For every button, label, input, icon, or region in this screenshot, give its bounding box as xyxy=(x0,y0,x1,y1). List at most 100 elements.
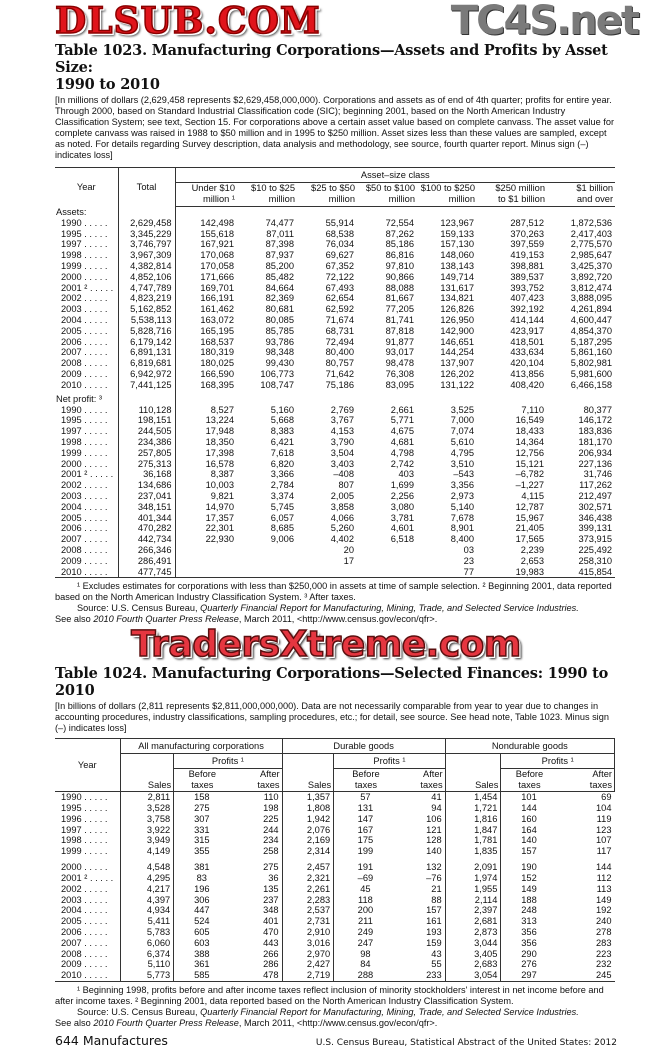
section-label: Net profit: ³ xyxy=(55,390,119,405)
value-cell: 9,006 xyxy=(270,534,294,545)
table-row: 2001 ²4,295 83 362,321 –69 –761,974 152 112 xyxy=(55,873,615,884)
value-cell: 3,528 xyxy=(120,803,175,814)
value-cell: 159,133 xyxy=(440,228,474,239)
value-cell: 69 xyxy=(601,792,612,803)
value-cell: 157 xyxy=(397,905,446,917)
value-cell: 22,930 xyxy=(205,534,234,545)
value-cell: 4,600,447 xyxy=(570,314,613,325)
value-cell: 1,781 xyxy=(445,835,502,847)
value-cell: 2,681 xyxy=(445,916,502,928)
value-cell: 2,775,570 xyxy=(570,239,613,250)
page-number-section: 644 Manufactures xyxy=(55,1033,168,1049)
value-cell: 356 xyxy=(521,927,537,938)
year-cell: 2008 xyxy=(55,544,119,556)
year-cell: 2009 xyxy=(55,959,121,971)
value-cell: 3,525 xyxy=(450,404,474,415)
table-row: 1998234,386 18,350 6,421 3,790 4,681 5,610 14,… xyxy=(55,436,615,448)
value-cell: 160 xyxy=(521,813,537,824)
value-cell: 119 xyxy=(596,813,612,824)
value-cell: 211 xyxy=(358,916,373,927)
value-cell: 188 xyxy=(521,894,537,905)
value-cell: 2,873 xyxy=(445,927,502,938)
value-cell: 171,666 xyxy=(200,271,234,282)
table-row: 19983,967,309 170,068 87,937 69,627 86,816 14… xyxy=(55,250,615,261)
see-also-link[interactable]: , March 2011, <http://www.census.gov/eco… xyxy=(238,1018,438,1029)
value-cell: 2,719 xyxy=(282,970,335,982)
source: Source: U.S. Census Bureau, Quarterly Fi… xyxy=(55,603,617,614)
header-asset-class: $1 billion and over xyxy=(547,182,616,207)
value-cell: 6,891,131 xyxy=(118,347,176,359)
value-cell: 5,411 xyxy=(120,916,175,928)
value-cell: 585 xyxy=(194,970,210,981)
value-cell: 76,308 xyxy=(385,368,414,379)
table-row: 19994,382,814 170,058 85,200 67,352 97,810 13… xyxy=(55,260,615,272)
value-cell: 447 xyxy=(194,905,210,916)
year-cell: 1990 xyxy=(55,217,119,229)
year-cell: 1995 xyxy=(55,228,119,240)
value-cell: 443 xyxy=(230,937,283,949)
value-cell xyxy=(357,567,417,578)
value-cell: 67,493 xyxy=(325,282,354,293)
value-cell: 168,395 xyxy=(200,379,234,390)
year-cell: 2001 ² xyxy=(55,873,121,884)
value-cell: 3,781 xyxy=(390,512,414,523)
value-cell: 5,861,160 xyxy=(570,347,613,358)
value-cell: 206,934 xyxy=(578,447,613,458)
source-title: Quarterly Financial Report for Manufactu… xyxy=(200,1007,579,1018)
value-cell: 15,967 xyxy=(515,512,544,523)
value-cell: 36 xyxy=(230,873,283,884)
value-cell: 3,403 xyxy=(330,458,354,469)
value-cell: 212,497 xyxy=(578,490,613,501)
value-cell: 123,967 xyxy=(440,217,474,228)
value-cell: 407,423 xyxy=(510,293,544,304)
table-row: 2007442,734 22,930 9,006 4,402 6,518 8,400 17,… xyxy=(55,534,615,545)
see-also-link[interactable]: , March 2011, <http://www.census.gov/eco… xyxy=(238,614,438,625)
value-cell: 4,066 xyxy=(330,512,354,523)
value-cell: 356 xyxy=(521,937,537,948)
year-cell: 1990 xyxy=(55,791,121,804)
value-cell: 348,151 xyxy=(118,501,176,513)
value-cell: 69,627 xyxy=(325,250,354,261)
value-cell: 307 xyxy=(194,813,210,824)
value-cell: 6,060 xyxy=(120,937,175,949)
value-cell: 190 xyxy=(521,862,537,873)
value-cell: 234,386 xyxy=(118,436,176,448)
header-sales: Sales xyxy=(120,753,175,793)
value-cell: 4,675 xyxy=(390,426,414,437)
table-row: 1995198,151 13,224 5,668 3,767 5,771 7,000 16,… xyxy=(55,415,615,427)
value-cell: 1,721 xyxy=(445,803,502,814)
value-cell: 266 xyxy=(230,948,283,960)
header-line: million xyxy=(328,194,355,204)
value-cell: 12,787 xyxy=(515,501,544,512)
value-cell xyxy=(297,567,357,578)
value-cell: 413,856 xyxy=(510,368,544,379)
value-cell: 68,538 xyxy=(325,228,354,239)
value-cell: 17 xyxy=(343,555,354,566)
value-cell: 90,866 xyxy=(385,271,414,282)
value-cell: 3,967,309 xyxy=(118,250,176,261)
table-1023-title: Table 1023. Manufacturing Corporations—A… xyxy=(55,42,617,93)
value-cell: 290 xyxy=(521,948,537,959)
header-line: After xyxy=(592,769,612,780)
value-cell: 166,191 xyxy=(200,293,234,304)
year-cell: 2010 xyxy=(55,379,119,391)
value-cell: 393,752 xyxy=(510,282,544,293)
value-cell: 2,910 xyxy=(282,927,335,938)
see-also-title: 2010 Fourth Quarter Press Release xyxy=(93,1018,239,1029)
value-cell: 121 xyxy=(397,824,446,836)
value-cell: 180,319 xyxy=(200,347,234,358)
see-also: See also 2010 Fourth Quarter Press Relea… xyxy=(55,1018,617,1029)
year-cell: 2010 xyxy=(55,566,119,578)
table-row: 20107,441,125 168,395 108,747 75,186 83,095 1… xyxy=(55,379,615,391)
table-row: 2000275,313 16,578 6,820 3,403 2,742 3,510 15,… xyxy=(55,458,615,470)
value-cell: 403 xyxy=(398,469,414,480)
value-cell: 1,955 xyxy=(445,883,502,895)
value-cell: 4,798 xyxy=(390,447,414,458)
value-cell: 275,313 xyxy=(118,458,176,470)
document-page: Table 1023. Manufacturing Corporations—A… xyxy=(55,42,617,625)
value-cell: 87,011 xyxy=(266,228,294,239)
value-cell: 144,254 xyxy=(440,347,474,358)
value-cell: –543 xyxy=(453,469,474,480)
